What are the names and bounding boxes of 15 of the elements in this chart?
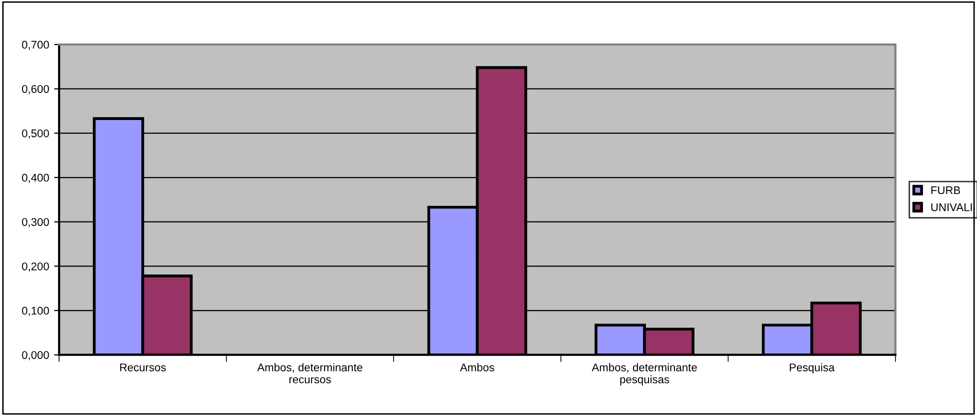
x-tick-label: Ambos [460,363,494,372]
x-tick-label: Ambos, determinante pesquisas [592,363,697,386]
legend-label: UNIVALI [931,203,972,212]
y-tick-label: 0,600 [22,85,49,94]
y-tick-label: 0,700 [22,40,49,50]
y-tick-label: 0,300 [22,218,49,228]
y-tick-label: 0,500 [22,129,49,139]
y-tick-label: 0,100 [22,306,49,316]
legend-label: FURB [931,186,960,194]
y-tick-label: 0,400 [22,174,49,183]
x-tick-label: Pesquisa [790,363,835,374]
y-tick-label: 0,000 [22,351,49,360]
x-tick-label: Ambos, determinante recursos [257,363,362,384]
x-tick-label: Recursos [120,364,166,372]
y-tick-label: 0,200 [22,262,49,272]
